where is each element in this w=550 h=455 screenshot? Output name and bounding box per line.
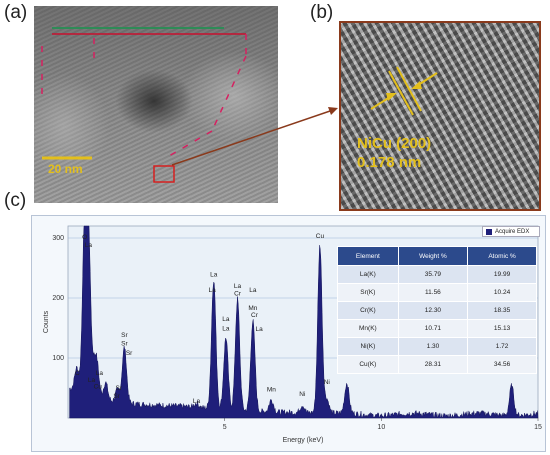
header-element: Element — [337, 246, 399, 266]
cell-element: La(K) — [337, 265, 399, 284]
cell-element: Cu(K) — [337, 355, 399, 374]
table-row: Mn(K) 10.71 15.13 — [337, 319, 537, 338]
peak-label: Sr — [126, 350, 133, 357]
peak-label: La — [234, 283, 242, 290]
table-row: Ni(K) 1.30 1.72 — [337, 337, 537, 356]
peak-label: O — [82, 234, 87, 241]
peak-label: Cu — [316, 233, 325, 240]
peak-label: La — [222, 325, 230, 332]
x-tick-label: 10 — [377, 424, 385, 431]
arrowhead-left — [386, 93, 397, 101]
panel-b-label: (b) — [310, 2, 334, 23]
x-tick-label: 15 — [534, 424, 542, 431]
peak-label: La — [210, 271, 218, 278]
peak-label: La — [256, 326, 264, 333]
peak-label: Sr — [121, 340, 128, 347]
tem-image-panel: 20 nm — [34, 6, 278, 203]
cell-weight: 11.56 — [397, 283, 469, 302]
x-tick-label: 5 — [223, 424, 227, 431]
peak-label: La — [96, 370, 104, 377]
cell-weight: 10.71 — [397, 319, 469, 338]
table-row: Cu(K) 28.31 34.56 — [337, 355, 537, 374]
composition-table: Element Weight % Atomic % La(K) 35.79 19… — [337, 246, 537, 374]
cell-atomic: 1.72 — [467, 337, 537, 356]
edx-panel: 100 200 300 5 10 15 Energy (keV) Counts O La C La La… — [31, 215, 546, 452]
cell-element: Cr(K) — [337, 301, 399, 320]
legend-swatch — [486, 228, 492, 235]
cell-atomic: 10.24 — [467, 283, 537, 302]
y-tick-label: 100 — [52, 355, 64, 362]
peak-label: Ni — [324, 379, 330, 386]
table-row: Sr(K) 11.56 10.24 — [337, 283, 537, 302]
cell-atomic: 18.35 — [467, 301, 537, 320]
arrowhead-right — [411, 81, 422, 89]
panel-a-label: (a) — [4, 2, 28, 23]
panel-c-label: (c) — [4, 190, 27, 211]
peak-label: La — [249, 287, 257, 294]
lattice-spacing-label: 0.178 nm — [357, 154, 422, 171]
x-axis-label: Energy (keV) — [283, 437, 324, 444]
peak-label: Cu — [94, 384, 103, 391]
hrtem-image-panel: NiCu (200) 0.178 nm — [339, 21, 541, 211]
cell-atomic: 15.13 — [467, 319, 537, 338]
lattice-line — [388, 70, 414, 116]
selection-box — [153, 165, 175, 183]
lattice-plane-label: NiCu (200) — [357, 135, 432, 152]
lattice-line — [396, 66, 422, 112]
zoom-arrowhead — [328, 107, 338, 115]
table-row: La(K) 35.79 19.99 — [337, 265, 537, 284]
peak-label: C — [75, 370, 80, 377]
tem-overlay: 20 nm — [41, 27, 247, 183]
header-weight: Weight % — [397, 246, 469, 266]
peak-label: Sr — [116, 385, 123, 392]
peak-label: La — [222, 316, 230, 323]
hrtem-overlay — [370, 66, 438, 116]
peak-label: La — [209, 287, 217, 294]
peak-label: Sr — [121, 332, 128, 339]
table-row: Cr(K) 12.30 18.35 — [337, 301, 537, 320]
header-atomic: Atomic % — [467, 246, 537, 266]
legend: Acquire EDX — [482, 226, 540, 237]
cell-element: Mn(K) — [337, 319, 399, 338]
cell-element: Sr(K) — [337, 283, 399, 302]
scale-bar-label: 20 nm — [48, 162, 83, 176]
cell-element: Ni(K) — [337, 337, 399, 356]
legend-label: Acquire EDX — [495, 228, 530, 235]
cell-atomic: 19.99 — [467, 265, 537, 284]
peak-label: Mn — [248, 305, 257, 312]
peak-label: La — [193, 398, 201, 405]
peak-label: Ni — [299, 391, 305, 398]
peak-label: La — [88, 377, 96, 384]
y-tick-label: 300 — [52, 235, 64, 242]
y-axis-label: Counts — [43, 310, 50, 333]
peak-label: Cr — [251, 312, 259, 319]
zoom-arrow — [171, 109, 334, 166]
cell-weight: 35.79 — [397, 265, 469, 284]
cell-atomic: 34.56 — [467, 355, 537, 374]
peak-label: Mn — [267, 387, 276, 394]
y-tick-label: 200 — [52, 295, 64, 302]
spectrum-series — [69, 225, 539, 419]
peak-label: La — [85, 242, 93, 249]
peak-label: Sr — [113, 393, 120, 400]
cell-weight: 28.31 — [397, 355, 469, 374]
cell-weight: 12.30 — [397, 301, 469, 320]
peak-label: Cr — [234, 291, 242, 298]
cell-weight: 1.30 — [397, 337, 469, 356]
